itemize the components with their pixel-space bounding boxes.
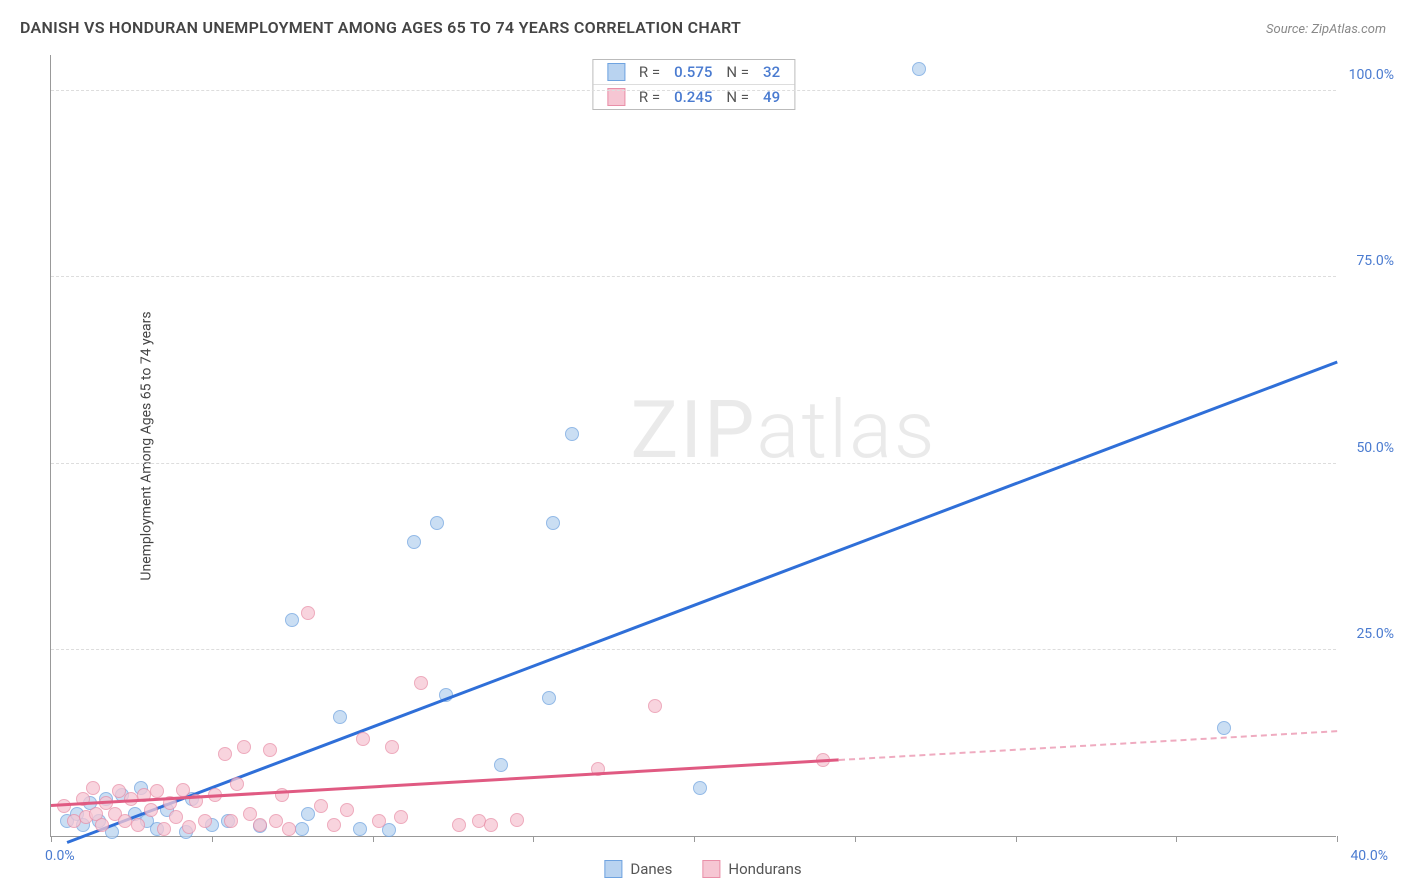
legend-stats-row: R = 0.575 N = 32	[593, 60, 794, 85]
data-point	[356, 732, 370, 746]
data-point	[301, 807, 315, 821]
x-tick-label: 0.0%	[45, 848, 75, 864]
legend-label: Hondurans	[728, 860, 801, 878]
data-point	[144, 803, 158, 817]
data-point	[565, 427, 579, 441]
x-tick	[212, 836, 213, 842]
y-tick-label: 75.0%	[1356, 253, 1394, 269]
data-point	[224, 814, 238, 828]
legend-swatch	[607, 63, 625, 81]
correlation-legend: R = 0.575 N = 32 R =0.245N =49	[592, 59, 795, 110]
chart-title: DANISH VS HONDURAN UNEMPLOYMENT AMONG AG…	[20, 18, 741, 37]
series-legend: Danes Hondurans	[604, 860, 801, 878]
source-label: Source: ZipAtlas.com	[1266, 22, 1386, 37]
legend-item: Hondurans	[702, 860, 801, 878]
data-point	[182, 820, 196, 834]
data-point	[301, 606, 315, 620]
data-point	[372, 814, 386, 828]
y-tick-label: 25.0%	[1356, 626, 1394, 642]
data-point	[118, 814, 132, 828]
x-tick	[855, 836, 856, 842]
data-point	[282, 822, 296, 836]
title-row: DANISH VS HONDURAN UNEMPLOYMENT AMONG AG…	[20, 18, 1386, 37]
data-point	[57, 799, 71, 813]
x-tick	[533, 836, 534, 842]
data-point	[131, 818, 145, 832]
data-point	[510, 813, 524, 827]
n-value: 32	[763, 63, 780, 81]
n-label: N =	[726, 63, 749, 81]
legend-swatch	[702, 860, 720, 878]
legend-stats-row: R =0.245N =49	[593, 85, 794, 109]
x-tick	[1337, 836, 1338, 842]
r-value: 0.575	[674, 63, 712, 81]
data-point	[385, 740, 399, 754]
data-point	[407, 535, 421, 549]
data-point	[394, 810, 408, 824]
x-tick	[373, 836, 374, 842]
data-point	[218, 747, 232, 761]
data-point	[414, 676, 428, 690]
data-point	[484, 818, 498, 832]
data-point	[176, 783, 190, 797]
data-point	[472, 814, 486, 828]
data-point	[237, 740, 251, 754]
data-point	[693, 781, 707, 795]
data-point	[295, 822, 309, 836]
data-point	[253, 818, 267, 832]
data-point	[314, 799, 328, 813]
data-point	[353, 822, 367, 836]
data-point	[430, 516, 444, 530]
legend-item: Danes	[604, 860, 672, 878]
legend-swatch	[604, 860, 622, 878]
gridline	[51, 276, 1336, 277]
x-tick-label: 40.0%	[1350, 848, 1388, 864]
data-point	[198, 814, 212, 828]
y-tick-label: 100.0%	[1349, 67, 1394, 83]
data-point	[546, 516, 560, 530]
data-point	[269, 814, 283, 828]
data-point	[285, 613, 299, 627]
x-tick	[1016, 836, 1017, 842]
data-point	[648, 699, 662, 713]
y-tick-label: 50.0%	[1356, 440, 1394, 456]
data-point	[86, 781, 100, 795]
trend-line	[51, 758, 839, 806]
data-point	[333, 710, 347, 724]
r-label: R =	[639, 63, 660, 81]
gridline	[51, 90, 1336, 91]
scatter-plot: ZIPatlas R =0.575N =32R =0.245N =49 25.0…	[50, 55, 1336, 837]
data-point	[150, 784, 164, 798]
data-point	[1217, 721, 1231, 735]
data-point	[263, 743, 277, 757]
gridline	[51, 463, 1336, 464]
data-point	[912, 62, 926, 76]
x-tick	[51, 836, 52, 842]
trend-line-extrapolated	[839, 730, 1337, 761]
data-point	[327, 818, 341, 832]
data-point	[542, 691, 556, 705]
gridline	[51, 649, 1336, 650]
data-point	[340, 803, 354, 817]
data-point	[452, 818, 466, 832]
x-tick	[694, 836, 695, 842]
data-point	[169, 810, 183, 824]
data-point	[95, 818, 109, 832]
data-point	[494, 758, 508, 772]
data-point	[157, 822, 171, 836]
data-point	[230, 777, 244, 791]
trend-line	[67, 361, 1338, 844]
legend-label: Danes	[630, 860, 672, 878]
data-point	[112, 784, 126, 798]
x-tick	[1176, 836, 1177, 842]
